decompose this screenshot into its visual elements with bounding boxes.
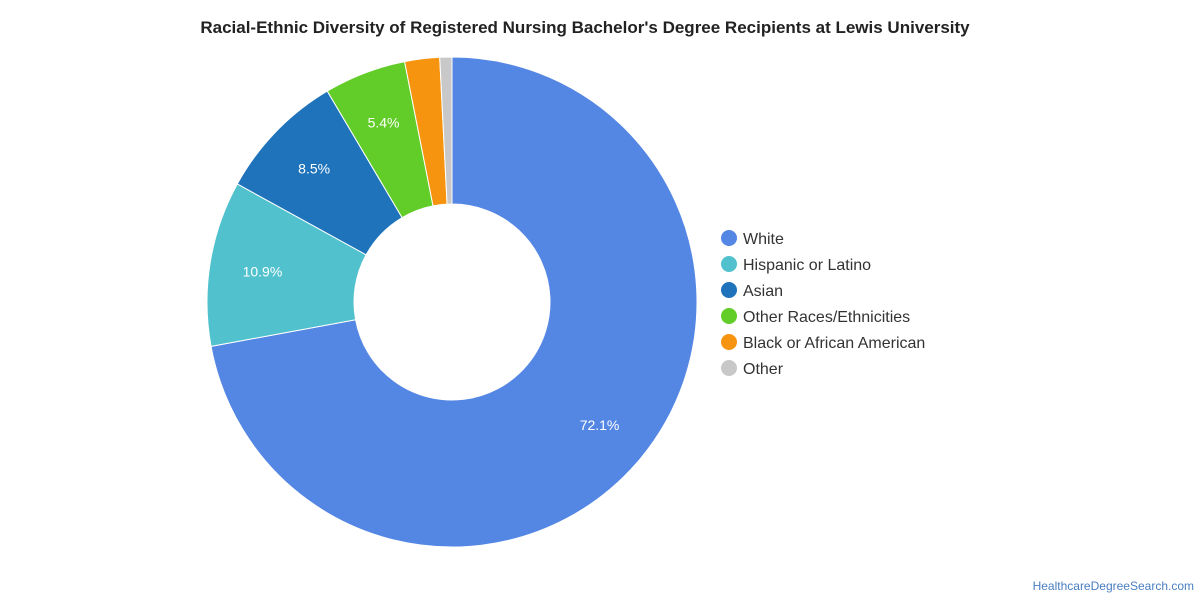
legend: White Hispanic or Latino Asian Other Races/… — [721, 230, 925, 378]
slice-label-asian: 8.5% — [298, 160, 330, 176]
chart-title: Racial-Ethnic Diversity of Registered Nu… — [200, 18, 970, 37]
legend-item-black-or-african-american[interactable]: Black or African American — [721, 334, 925, 352]
legend-swatch — [721, 360, 737, 376]
legend-label: Hispanic or Latino — [743, 257, 871, 274]
slice-label-other-races-ethnicities: 5.4% — [368, 115, 400, 131]
slices-group — [206, 56, 698, 548]
source-credit-link[interactable]: HealthcareDegreeSearch.com — [1032, 579, 1194, 593]
labels-group: 72.1% 10.9% 8.5% 5.4% — [243, 115, 620, 433]
legend-swatch — [721, 334, 737, 350]
legend-label: White — [743, 231, 784, 248]
slice-other[interactable] — [439, 56, 453, 205]
legend-label: Other Races/Ethnicities — [743, 309, 910, 326]
legend-swatch — [721, 230, 737, 246]
slice-label-hispanic-or-latino: 10.9% — [243, 263, 283, 279]
legend-swatch — [721, 256, 737, 272]
legend-label: Black or African American — [743, 335, 925, 352]
legend-label: Other — [743, 361, 784, 378]
slice-label-white: 72.1% — [580, 417, 620, 433]
legend-label: Asian — [743, 283, 783, 300]
legend-swatch — [721, 282, 737, 298]
legend-item-hispanic-or-latino[interactable]: Hispanic or Latino — [721, 256, 871, 274]
slice-white[interactable] — [210, 56, 698, 548]
legend-swatch — [721, 308, 737, 324]
legend-item-other-races-ethnicities[interactable]: Other Races/Ethnicities — [721, 308, 910, 326]
legend-item-white[interactable]: White — [721, 230, 784, 248]
legend-item-asian[interactable]: Asian — [721, 282, 783, 300]
legend-item-other[interactable]: Other — [721, 360, 784, 378]
